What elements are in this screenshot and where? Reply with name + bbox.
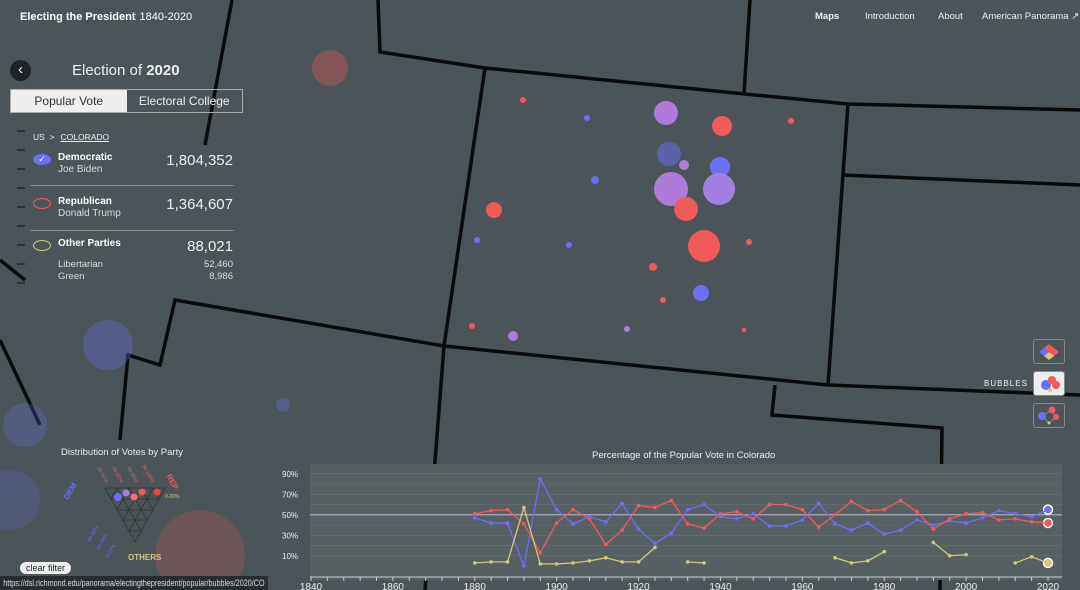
status-bar-url: https://dsl.richmond.edu/panorama/electi… [0, 576, 268, 590]
x-tick-label: 1980 [873, 582, 896, 590]
breadcrumb-colorado[interactable]: COLORADO [60, 132, 110, 142]
nav-introduction[interactable]: Introduction [865, 11, 915, 22]
party-democratic[interactable]: ✓ Democratic Joe Biden 1,804,352 [33, 152, 233, 182]
ternary-point[interactable] [138, 488, 146, 496]
x-tick-label: 2000 [955, 582, 978, 590]
y-tick-label: 10% [282, 552, 298, 561]
ternary-rep-label: REP [164, 473, 180, 492]
series-line-other [932, 541, 967, 557]
x-tick-label: 2020 [1037, 582, 1060, 590]
data-point-other[interactable] [685, 560, 690, 564]
breadcrumb-us[interactable]: US [33, 132, 45, 142]
ternary-tick: 20-40% [96, 533, 110, 551]
ternary-title: Distribution of Votes by Party [61, 447, 183, 458]
series-line-other [834, 551, 885, 564]
ternary-others-label: OTHERS [128, 553, 162, 562]
choropleth-icon [1039, 344, 1059, 360]
series-line-other [474, 506, 656, 565]
nav-maps[interactable]: Maps [815, 11, 840, 22]
breadcrumb: US > COLORADO [33, 132, 110, 142]
external-link-icon: ↗ [1071, 11, 1080, 22]
other-ellipse-icon [33, 240, 51, 251]
ternary-point[interactable] [114, 493, 122, 501]
ternary-tick: 0-20% [165, 494, 180, 500]
tab-popular-vote[interactable]: Popular Vote [11, 90, 127, 112]
back-button[interactable]: ‹ [10, 60, 31, 81]
libertarian-row: Libertarian 52,460 [58, 259, 233, 270]
series-line-democratic [474, 478, 1049, 567]
nav-american-panorama[interactable]: American Panorama ↗ [982, 11, 1080, 22]
party-republican[interactable]: Republican Donald Trump 1,364,607 [33, 196, 233, 226]
x-tick-label: 1880 [464, 582, 487, 590]
ternary-point[interactable] [122, 489, 130, 497]
x-tick-label: 1860 [382, 582, 405, 590]
x-tick-label: 1840 [300, 582, 323, 590]
series-line-other [1015, 556, 1049, 564]
tab-electoral-college[interactable]: Electoral College [138, 94, 230, 108]
divider [30, 230, 234, 231]
x-tick-label: 1940 [709, 582, 732, 590]
ternary-point[interactable] [153, 488, 161, 496]
x-tick-label: 1960 [791, 582, 814, 590]
timeline-ticks [17, 130, 25, 301]
y-tick-label: 90% [282, 470, 298, 479]
view-network-button[interactable] [1033, 403, 1065, 428]
party-other[interactable]: Other Parties 88,021 Libertarian 52,460 Gr… [33, 238, 233, 284]
view-choropleth-button[interactable] [1033, 339, 1065, 364]
vote-share-chart[interactable]: 10% 30% 50% 70% 90% 1840 1860 1880 1900 1920 1940 1… [280, 460, 1080, 590]
chart-title: Percentage of the Popular Vote in Colora… [592, 450, 776, 461]
ternary-tick: 40-60% [87, 525, 101, 543]
y-tick-label: 70% [282, 490, 298, 499]
clear-filter-button[interactable]: clear filter [20, 562, 72, 574]
vote-bubbles [0, 50, 794, 590]
ternary-tick: 0-20% [105, 543, 118, 559]
x-tick-label: 1900 [546, 582, 569, 590]
vote-type-toggle: Popular Vote Electoral College [10, 89, 243, 113]
election-title: Election of 2020 [72, 62, 180, 79]
ternary-tick: 40-60% [110, 466, 124, 484]
ternary-tick: 60-80% [125, 466, 139, 484]
ternary-plot[interactable]: REP DEM OTHERS 0-20% 20-40% 40-60% 60-80… [60, 460, 200, 566]
ternary-point[interactable] [130, 493, 138, 501]
y-tick-label: 50% [282, 511, 298, 520]
view-label: BUBBLES [984, 379, 1028, 388]
data-point-other[interactable] [702, 561, 706, 565]
top-bar: Electing the President 1840-2020 Maps Int… [0, 0, 1080, 34]
bubbles-icon [1041, 376, 1060, 392]
chevron-left-icon: ‹ [18, 61, 23, 78]
y-tick-label: 30% [282, 531, 298, 540]
series-line-other [687, 561, 705, 564]
divider [30, 185, 234, 186]
view-bubbles-button[interactable] [1033, 371, 1065, 396]
data-point-other[interactable] [964, 552, 968, 557]
app-title[interactable]: Electing the President 1840-2020 [20, 11, 193, 23]
ternary-tick: 80-100% [140, 464, 155, 485]
data-point-republican[interactable] [472, 511, 477, 516]
green-row: Green 8,986 [58, 271, 233, 282]
ternary-dem-label: DEM [62, 481, 79, 501]
check-icon: ✓ [33, 154, 51, 165]
nav-about[interactable]: About [938, 11, 963, 22]
x-tick-label: 1920 [627, 582, 650, 590]
series-line-republican [474, 499, 1049, 554]
ternary-tick: 20-40% [95, 466, 109, 484]
republican-ellipse-icon [33, 198, 51, 209]
network-icon [1038, 406, 1059, 425]
